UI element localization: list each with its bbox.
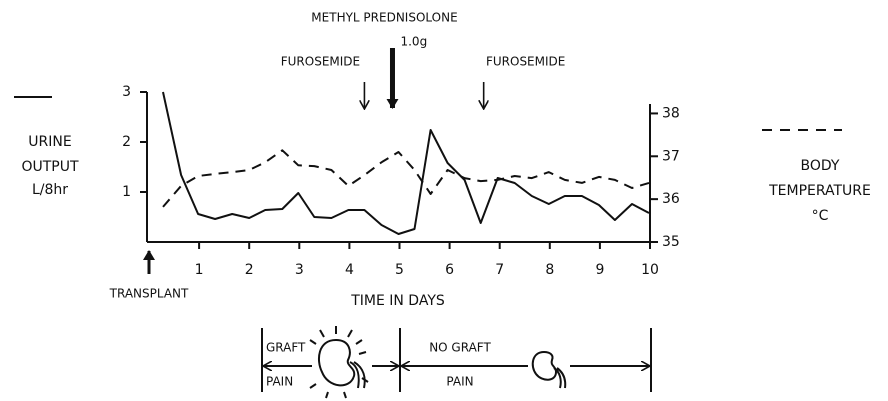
- pain-diagram: GRAFT PAIN NO GRAFT PAIN: [262, 326, 651, 398]
- annotation-label: FUROSEMIDE: [281, 55, 360, 69]
- kidney-icon: [319, 340, 354, 385]
- x-tick-label: 1: [195, 262, 204, 278]
- y2-tick-label: 35: [662, 234, 680, 250]
- page: URINE OUTPUT L/8hr BODY TEMPERATURE °C T…: [0, 0, 888, 401]
- x-tick-label: 7: [495, 262, 504, 278]
- y-label: URINE: [28, 134, 71, 150]
- y-label: OUTPUT: [21, 159, 79, 175]
- y2-label: TEMPERATURE: [768, 183, 871, 199]
- y2-tick-label: 38: [662, 105, 680, 121]
- series-line: [163, 150, 649, 207]
- y2-label: °C: [812, 208, 829, 224]
- y2-label: BODY: [801, 158, 840, 174]
- diagram-label: NO GRAFT: [429, 341, 491, 355]
- y2-tick-label: 37: [662, 148, 680, 164]
- annotation-label: METHYL PREDNISOLONE: [311, 11, 457, 25]
- x-tick-label: 9: [595, 262, 604, 278]
- annotation-label: 1.0g: [400, 35, 427, 49]
- y-tick-label: 3: [122, 84, 131, 100]
- x-tick-label: 3: [295, 262, 304, 278]
- chart: URINE OUTPUT L/8hr BODY TEMPERATURE °C T…: [0, 0, 888, 401]
- x-tick-label: 5: [395, 262, 404, 278]
- series-line: [163, 92, 649, 234]
- diagram-label: PAIN: [266, 375, 293, 389]
- x-tick-label: 10: [641, 262, 659, 278]
- y-label: L/8hr: [32, 182, 68, 198]
- y-tick-label: 2: [122, 134, 131, 150]
- x-label: TIME IN DAYS: [350, 293, 445, 309]
- x-tick-label: 4: [345, 262, 354, 278]
- y2-tick-label: 36: [662, 191, 680, 207]
- x-tick-label: 6: [445, 262, 454, 278]
- y-tick-label: 1: [122, 184, 131, 200]
- kidney-icon: [533, 352, 556, 380]
- ureter: [350, 362, 365, 388]
- diagram-label: PAIN: [446, 375, 473, 389]
- transplant-label: TRANSPLANT: [109, 287, 189, 301]
- diagram-label: GRAFT: [266, 341, 306, 355]
- x-tick-label: 2: [245, 262, 254, 278]
- annotation-label: FUROSEMIDE: [486, 55, 565, 69]
- x-tick-label: 8: [545, 262, 554, 278]
